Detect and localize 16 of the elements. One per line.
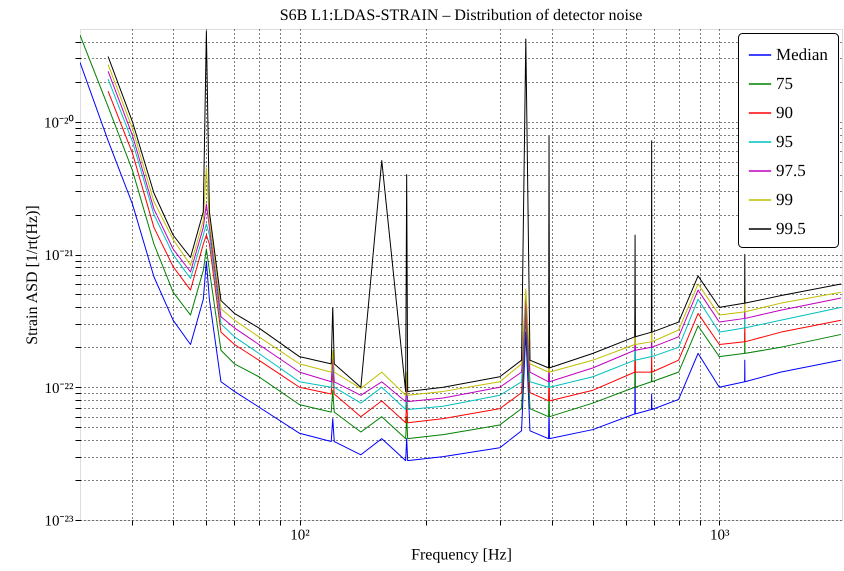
- x-axis-title: Frequency [Hz]: [411, 546, 512, 564]
- y-tick-label: 10⁻²⁰: [44, 114, 74, 132]
- legend-label: Median: [776, 45, 828, 64]
- legend-label: 90: [776, 103, 793, 122]
- legend-label: 95: [776, 132, 793, 151]
- x-tick-label: 10³: [710, 528, 730, 544]
- chart-title: S6B L1:LDAS-STRAIN – Distribution of detector noise: [280, 7, 642, 24]
- legend-label: 99: [776, 190, 793, 209]
- y-tick-label: 10⁻²²: [44, 380, 74, 397]
- y-tick-label: 10⁻²¹: [44, 248, 74, 264]
- y-tick-label: 10⁻²³: [44, 514, 74, 530]
- x-tick-label: 10²: [290, 528, 310, 544]
- y-axis-title: Strain ASD [1/rt(Hz)]: [24, 205, 42, 345]
- legend-label: 75: [776, 74, 793, 93]
- legend-label: 97.5: [776, 161, 806, 180]
- legend-label: 99.5: [776, 219, 806, 238]
